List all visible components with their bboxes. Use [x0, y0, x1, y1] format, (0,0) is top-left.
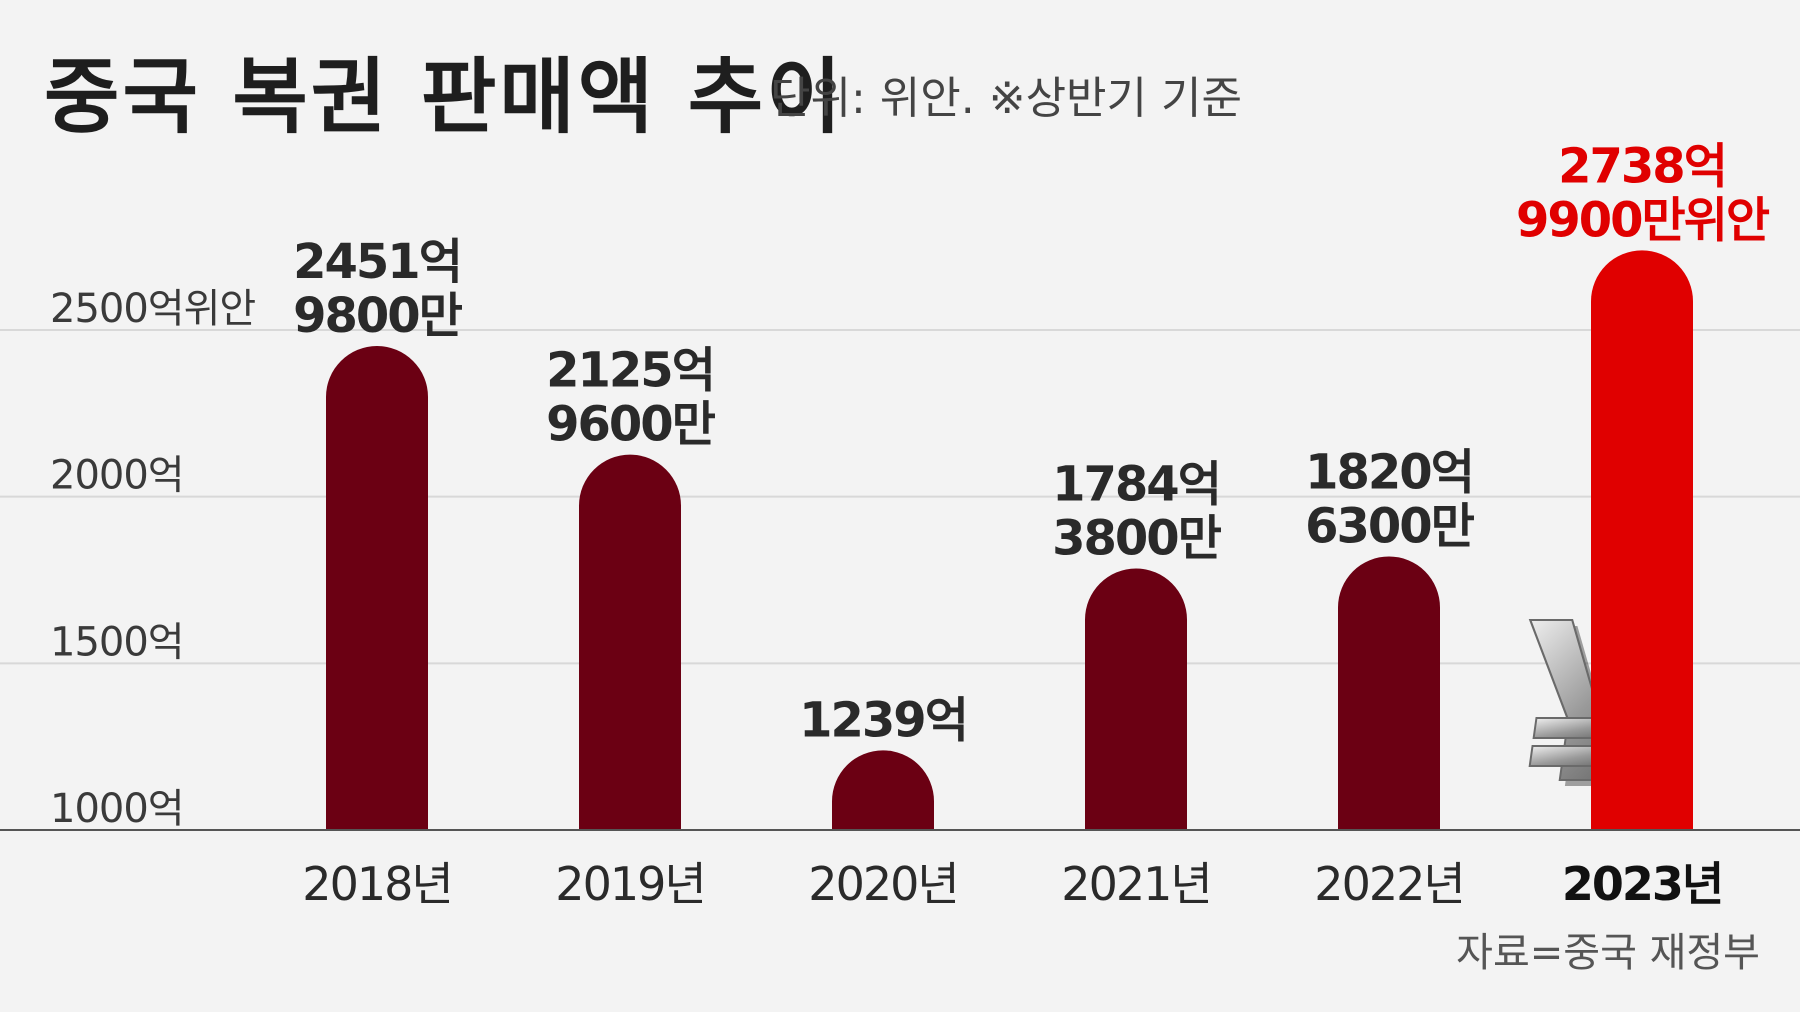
bar-2020년: [832, 750, 934, 830]
source-note: 자료=중국 재정부: [1456, 930, 1760, 976]
data-label: 6300만: [1305, 498, 1475, 554]
data-label: 3800만: [1052, 511, 1222, 567]
x-tick-label: 2023년: [1562, 857, 1722, 911]
x-tick-label: 2021년: [1061, 857, 1210, 911]
y-tick-label: 1000억: [50, 786, 184, 832]
bars: [326, 250, 1693, 830]
data-label: 2738억: [1558, 138, 1726, 194]
bar-2019년: [579, 454, 681, 830]
x-tick-label: 2019년: [555, 857, 704, 911]
bar-2021년: [1085, 568, 1187, 830]
y-tick-label: 2500억위안: [50, 286, 255, 332]
data-label: 1239억: [799, 692, 967, 748]
data-label: 2451억: [293, 234, 461, 290]
bar-2022년: [1338, 556, 1440, 830]
data-label: 9600만: [546, 397, 716, 453]
data-label: 1784억: [1052, 457, 1220, 513]
x-axis-ticks: 2018년 2019년 2020년 2021년 2022년 2023년: [302, 857, 1724, 911]
data-label: 2125억: [546, 343, 714, 399]
x-tick-label: 2022년: [1314, 857, 1463, 911]
y-axis-ticks: 1000억 1500억 2000억 2500억위안: [50, 286, 256, 832]
page-title: 중국 복권 판매액 추이: [44, 50, 845, 145]
bar-2018년: [326, 346, 428, 830]
data-label: 1820억: [1305, 444, 1473, 500]
x-tick-label: 2018년: [302, 857, 451, 911]
unit-note: 단위: 위안. ※상반기 기준: [770, 73, 1242, 124]
x-tick-label: 2020년: [808, 857, 957, 911]
y-tick-label: 2000억: [50, 453, 184, 499]
data-label: 9900만위안: [1516, 192, 1770, 248]
data-label: 9800만: [293, 288, 463, 344]
y-tick-label: 1500억: [50, 619, 184, 665]
grid-lines: [0, 329, 1800, 665]
bar-2023년: [1591, 250, 1693, 830]
